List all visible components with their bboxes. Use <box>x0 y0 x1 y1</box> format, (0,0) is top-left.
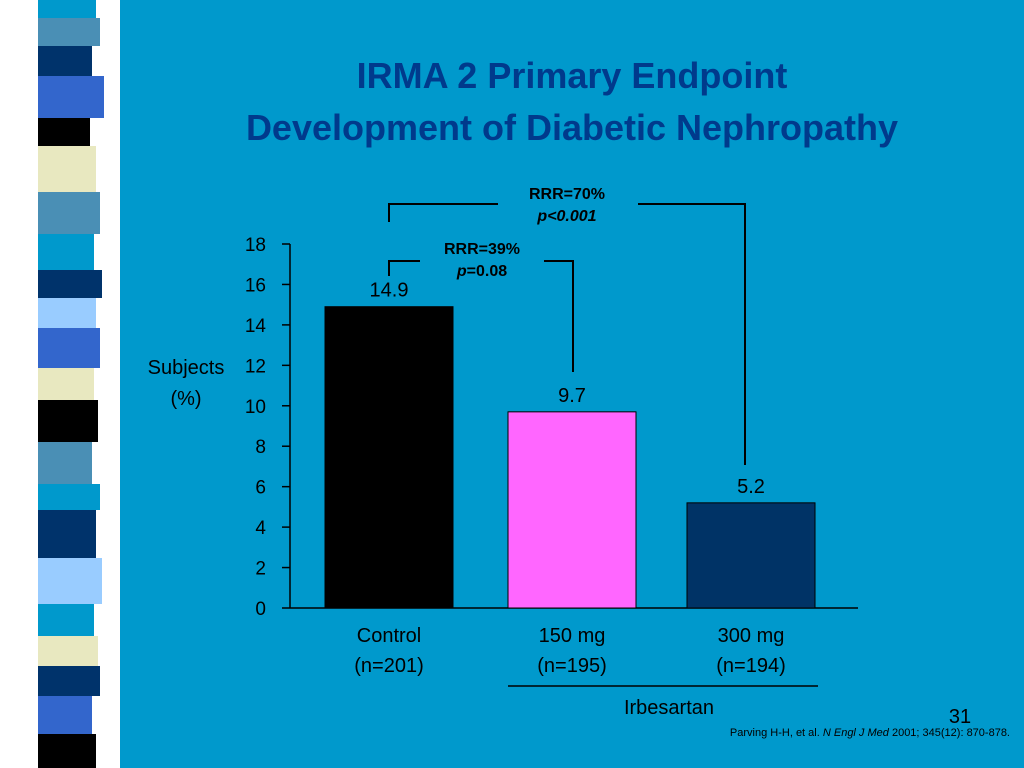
y-tick-label: 14 <box>245 316 267 337</box>
decorative-block <box>38 442 92 484</box>
decorative-block <box>38 734 96 768</box>
slide-number: 31 <box>948 706 972 728</box>
slide-title-line1: IRMA 2 Primary Endpoint <box>356 55 788 96</box>
citation-authors: Parving H-H, et al. <box>729 727 820 739</box>
bar-value-label: 5.2 <box>737 476 765 498</box>
citation-details: 2001; 345(12): 870-878. <box>891 727 1010 739</box>
decorative-block <box>38 400 98 442</box>
decorative-block <box>38 666 100 696</box>
decorative-block <box>38 146 96 192</box>
decorative-block <box>38 298 96 328</box>
y-tick-label: 0 <box>255 599 266 620</box>
decorative-block <box>38 118 90 146</box>
decorative-block <box>38 510 96 558</box>
y-tick-label: 2 <box>255 559 266 580</box>
decorative-block <box>38 76 104 118</box>
x-tick-sublabel: (n=195) <box>537 655 607 677</box>
y-tick-label: 4 <box>255 518 266 539</box>
decorative-block <box>38 192 100 234</box>
y-tick-label: 6 <box>255 478 266 499</box>
bar-value-label: 9.7 <box>558 385 586 407</box>
bar <box>507 411 637 609</box>
citation: Parving H-H, et al. N Engl J Med 2001; 3… <box>730 727 1010 739</box>
decorative-block <box>38 270 102 298</box>
decorative-block <box>38 328 100 368</box>
x-tick-sublabel: (n=201) <box>354 655 424 677</box>
decorative-block <box>38 484 100 510</box>
y-axis-title-line1: Subjects <box>148 357 225 379</box>
y-tick-label: 10 <box>245 397 266 418</box>
citation-journal: N Engl J Med <box>822 727 889 739</box>
decorative-block <box>38 696 92 734</box>
bar-value-label: 14.9 <box>370 280 409 302</box>
decorative-block <box>38 18 100 46</box>
y-axis-title-line2: (%) <box>170 388 201 410</box>
x-tick-label: 300 mg <box>718 625 785 647</box>
comparison-bracket-left <box>388 260 420 276</box>
comparison-bracket-left <box>388 203 498 222</box>
decorative-block <box>38 46 92 76</box>
comparison-bracket-right <box>544 260 574 372</box>
y-tick-label: 8 <box>255 437 266 458</box>
x-tick-sublabel: (n=194) <box>716 655 786 677</box>
y-tick-label: 18 <box>245 235 266 256</box>
comparison-39-pvalue: p=0.08 <box>456 263 507 280</box>
bar <box>686 502 816 609</box>
decorative-block <box>38 234 94 270</box>
comparison-bracket-right <box>638 203 746 465</box>
comparison-70-pvalue: p<0.001 <box>536 208 596 225</box>
x-tick-label: Control <box>357 625 421 647</box>
decorative-block <box>38 368 94 400</box>
decorative-block <box>38 0 96 18</box>
group-label: Irbesartan <box>624 697 714 719</box>
y-tick-label: 16 <box>245 275 266 296</box>
bar <box>324 306 454 609</box>
comparison-39-rrr: RRR=39% <box>444 241 520 258</box>
comparison-70-rrr: RRR=70% <box>529 186 605 203</box>
y-tick-label: 12 <box>245 356 266 377</box>
decorative-block <box>38 604 94 636</box>
decorative-strip <box>0 0 120 768</box>
decorative-block <box>38 558 102 604</box>
x-tick-label: 150 mg <box>539 625 606 647</box>
decorative-block <box>38 636 98 666</box>
slide-title-line2: Development of Diabetic Nephropathy <box>245 107 899 148</box>
decorative-blocks <box>38 0 104 768</box>
